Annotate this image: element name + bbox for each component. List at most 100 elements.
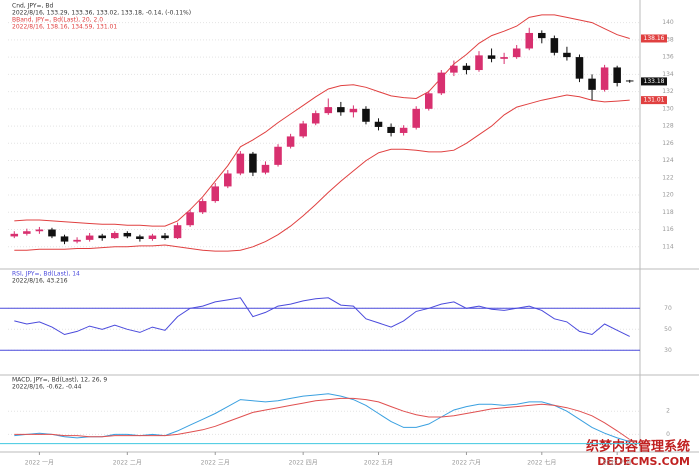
y-tick-label: 114 [662, 243, 674, 250]
price-label: 133.18 [644, 78, 665, 85]
chart-title: RSI, JPY=, Bd(Last), 14 [12, 271, 80, 278]
candle-body [35, 229, 44, 232]
candle-body [588, 78, 596, 90]
candle-body [563, 52, 571, 58]
candle-body [437, 72, 446, 94]
candle-body [613, 67, 621, 83]
candle-body [424, 93, 433, 109]
candle-body [362, 108, 370, 122]
candle-body [374, 121, 383, 127]
candle-body [500, 57, 508, 59]
y-tick-label: 136 [662, 54, 674, 61]
line [14, 14, 630, 227]
candle-body [10, 233, 19, 237]
annotation: 2022/8/16, 138.16, 134.59, 131.01 [12, 24, 117, 31]
x-tick-label: 2022 二月 [113, 460, 142, 467]
candle-body [148, 235, 157, 239]
y-tick-label: 122 [662, 174, 674, 181]
candle-body [311, 113, 320, 124]
chart-title: MACD, JPY=, Bd(Last), 12, 26, 9 [12, 377, 107, 384]
watermark: 织梦内容管理系统 [586, 439, 690, 455]
line [14, 393, 630, 443]
price-label-box [641, 34, 667, 43]
candle-body [550, 38, 559, 53]
candle-body [399, 127, 408, 133]
x-tick-label: 2022 五月 [364, 460, 393, 467]
chart-subtitle: 2022/8/16, 133.29, 133.36, 133.02, 133.1… [12, 10, 191, 17]
y-tick-label: 120 [662, 192, 674, 199]
candle-body [161, 235, 169, 239]
chart-title: Cnd, JPY=, Bd [12, 3, 53, 10]
candle-body [575, 57, 584, 79]
candle-body [450, 65, 458, 73]
y-tick-label: 0 [666, 431, 670, 438]
x-tick-label: 2022 八月 [603, 460, 632, 467]
y-tick-label: 128 [662, 123, 674, 130]
candle-body [198, 201, 207, 213]
candle-body [274, 146, 282, 165]
candle-body [337, 107, 345, 113]
candle-body [186, 212, 194, 226]
watermark: DEDECMS.COM [597, 455, 690, 468]
x-tick-label: 2022 三月 [201, 460, 230, 467]
price-label: 131.01 [644, 97, 665, 104]
candle-body [299, 123, 307, 137]
y-tick-label: 30 [664, 347, 672, 354]
price-label-box [641, 77, 667, 86]
candle-body [487, 55, 496, 59]
candle-body [625, 80, 634, 82]
candle-body [512, 48, 521, 58]
chart-subtitle: 2022/8/16, -0.62, -0.44 [12, 384, 82, 391]
x-tick-label: 2022 七月 [527, 459, 556, 467]
candle-body [224, 173, 232, 187]
y-tick-label: 132 [662, 88, 674, 95]
candle-body [110, 232, 119, 239]
line [14, 397, 630, 440]
candle-body [286, 136, 295, 147]
y-tick-label: 134 [662, 71, 674, 78]
candle-body [324, 107, 333, 114]
candle-body [525, 32, 534, 49]
candle-body [249, 153, 257, 173]
candle-body [349, 108, 358, 113]
y-tick-label: 126 [662, 140, 674, 147]
x-tick-label: 2022 六月 [452, 459, 481, 467]
y-tick-label: 70 [664, 305, 672, 312]
candle-body [73, 239, 81, 242]
y-tick-label: 130 [662, 105, 674, 112]
y-tick-label: 140 [662, 19, 674, 26]
y-tick-label: 118 [662, 209, 674, 216]
candle-body [98, 235, 106, 239]
candle-body [211, 186, 220, 202]
y-tick-label: 138 [662, 36, 674, 43]
candle-body [136, 236, 144, 239]
price-label: 138.16 [644, 35, 665, 42]
line [14, 297, 630, 337]
candle-body [23, 231, 31, 234]
candle-body [48, 229, 56, 237]
y-tick-label: 124 [662, 157, 674, 164]
candle-body [600, 67, 609, 90]
candle-body [123, 232, 132, 237]
candle-body [538, 32, 546, 39]
candle-body [261, 164, 270, 173]
y-tick-label: 116 [662, 226, 674, 233]
y-tick-label: 50 [664, 326, 672, 333]
line [14, 94, 630, 252]
price-label-box [641, 96, 667, 105]
candle-body [412, 108, 420, 128]
candle-body [85, 235, 94, 240]
candle-body [387, 126, 395, 133]
y-tick-label: 2 [666, 408, 670, 415]
annotation: BBand, JPY=, Bd(Last), 20, 2.0 [12, 17, 103, 24]
candle-body [60, 236, 69, 242]
candle-body [236, 153, 245, 174]
x-tick-label: 2022 四月 [289, 460, 318, 467]
chart-subtitle: 2022/8/16, 43.216 [12, 278, 68, 285]
candle-body [462, 65, 471, 71]
candle-body [475, 55, 483, 71]
candle-body [173, 225, 182, 239]
x-tick-label: 2022 一月 [25, 460, 54, 467]
